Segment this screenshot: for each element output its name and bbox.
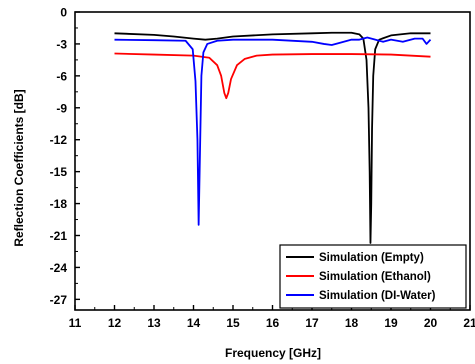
y-tick-label: -18	[50, 197, 68, 211]
x-tick-label: 20	[424, 316, 438, 330]
series-line-2	[114, 52, 431, 100]
y-tick-label: -9	[56, 101, 67, 115]
x-tick-label: 18	[345, 316, 359, 330]
x-tick-label: 14	[187, 316, 201, 330]
y-tick-label: -15	[50, 165, 68, 179]
legend-label-3: Simulation (DI-Water)	[319, 290, 436, 302]
series-line-1	[114, 31, 431, 244]
x-tick-label: 17	[305, 316, 319, 330]
x-axis-title: Frequency [GHz]	[225, 346, 321, 360]
y-tick-label: -12	[50, 133, 68, 147]
series-line-3	[114, 36, 432, 226]
x-tick-label: 19	[384, 316, 398, 330]
legend-label-2: Simulation (Ethanol)	[319, 271, 431, 283]
x-tick-label: 15	[226, 316, 240, 330]
legend-label-1: Simulation (Empty)	[319, 252, 424, 264]
x-tick-label: 12	[108, 316, 122, 330]
x-tick-label: 13	[147, 316, 161, 330]
x-tick-label: 11	[69, 316, 82, 330]
y-tick-label: -21	[50, 229, 68, 243]
y-tick-label: -27	[50, 293, 68, 307]
x-tick-label: 21	[463, 316, 475, 330]
y-tick-label: -24	[50, 261, 68, 275]
plot-area	[114, 31, 432, 244]
x-tick-label: 16	[266, 316, 280, 330]
y-tick-label: 0	[60, 6, 67, 20]
y-axis-title: Reflection Coefficients [dB]	[12, 89, 26, 246]
y-tick-label: -6	[56, 69, 67, 83]
y-tick-label: -3	[56, 37, 67, 51]
